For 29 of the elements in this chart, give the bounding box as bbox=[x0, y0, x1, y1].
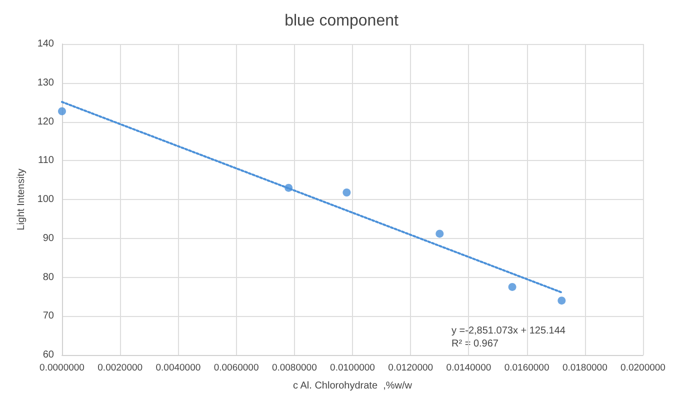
x-tick-label: 0.0060000 bbox=[214, 362, 259, 374]
y-tick-label: 90 bbox=[42, 232, 54, 244]
y-tick-label: 70 bbox=[42, 310, 54, 322]
x-tick-label: 0.0120000 bbox=[388, 362, 434, 374]
x-tick-label: 0.0180000 bbox=[562, 362, 608, 374]
y-tick-label: 100 bbox=[37, 194, 54, 205]
y-axis-title: Light Intensity bbox=[16, 168, 27, 230]
y-tick-label: 60 bbox=[42, 350, 54, 360]
y-tick-label: 80 bbox=[42, 272, 54, 283]
point bbox=[436, 230, 444, 238]
point bbox=[58, 107, 66, 116]
x-tick-label: 0.0020000 bbox=[98, 362, 143, 374]
point bbox=[558, 296, 566, 305]
chart-title: blue component bbox=[284, 12, 399, 30]
y-tick-label: 110 bbox=[38, 155, 54, 166]
x-tick-label: 0.0160000 bbox=[504, 362, 550, 374]
x-tick-label: 0.0200000 bbox=[620, 362, 666, 374]
x-axis-title: c Al. Chlorohydrate ,%w/w bbox=[293, 380, 413, 392]
annotation: y =-2,851.073x + 125.144 bbox=[451, 326, 566, 336]
x-tick-label: 0.0100000 bbox=[330, 362, 375, 374]
y-tick-label: 140 bbox=[37, 38, 54, 50]
x-tick-label: 0.0140000 bbox=[446, 362, 492, 374]
point bbox=[342, 188, 351, 196]
x-tick-label: 0.0040000 bbox=[156, 362, 201, 374]
x-tick-label: 0.0000000 bbox=[40, 362, 84, 374]
point bbox=[508, 282, 516, 291]
y-tick-label: 120 bbox=[37, 116, 54, 128]
x-tick-label: 0.0080000 bbox=[272, 362, 317, 374]
y-tick-label: 130 bbox=[37, 77, 54, 88]
